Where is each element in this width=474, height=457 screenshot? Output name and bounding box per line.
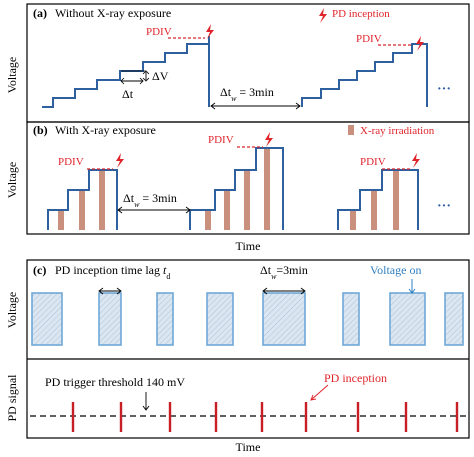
tw-label-a: Δtw = 3min <box>220 85 274 103</box>
pd-inception-legend-icon <box>319 8 327 23</box>
panel-a-ylabel: Voltage <box>5 57 19 93</box>
panel-c-label: (c) <box>33 263 46 277</box>
voltage-pulse <box>262 292 306 346</box>
tw-arrowheads-c <box>262 287 306 295</box>
voltage-pulse <box>389 292 426 346</box>
lightning-icon <box>416 36 424 51</box>
panel-b-frame <box>26 121 470 235</box>
xray-bar <box>350 210 356 230</box>
lightning-icon <box>412 153 420 168</box>
voltage-on-arrowhead <box>408 288 416 294</box>
pdiv-label-b2: PDIV <box>208 134 234 146</box>
pd-inception-label: PD inception <box>324 371 387 385</box>
voltage-pulse <box>156 292 174 346</box>
pd-inception-arrowhead <box>310 394 317 401</box>
ellipsis-a: ··· <box>437 82 451 97</box>
voltage-pulse <box>444 292 464 346</box>
panel-b-title: With X-ray exposure <box>55 123 156 137</box>
lightning-icon <box>206 24 214 39</box>
lag-label: PD inception time lag td <box>55 263 170 281</box>
pdiv-label-a1: PDIV <box>146 26 172 38</box>
delta-t-label: Δt <box>122 87 134 101</box>
pd-inception-arrow <box>310 384 329 401</box>
panel-c-ylabel-voltage: Voltage <box>5 292 19 328</box>
xray-bar <box>264 148 270 230</box>
panel-b-xlabel: Time <box>236 239 261 253</box>
threshold-arrowhead <box>142 405 150 411</box>
pdiv-label-b1: PDIV <box>58 156 84 168</box>
panel-a: (a) Without X-ray exposure Voltage PD in… <box>5 3 470 123</box>
panel-c: (c) PD inception time lag td Δtw=3min Vo… <box>5 259 470 439</box>
ellipsis-b: ··· <box>437 199 451 214</box>
pd-signal-lines <box>71 402 459 432</box>
threshold-label: PD trigger threshold 140 mV <box>45 375 185 389</box>
tw-label-b: Δtw = 3min <box>123 191 177 209</box>
xray-legend-swatch <box>348 125 354 135</box>
staircase-b3 <box>337 169 419 230</box>
xray-bar <box>205 210 211 230</box>
pdiv-label-b3: PDIV <box>360 156 386 168</box>
lightning-icon <box>116 153 124 168</box>
panel-b-ylabel: Voltage <box>5 162 19 198</box>
panel-c-xlabel: Time <box>236 440 261 454</box>
panel-a-frame <box>26 3 470 123</box>
panel-b: (b) With X-ray exposure X-ray irradiatio… <box>5 121 470 235</box>
tw-label-c: Δtw=3min <box>260 263 308 281</box>
pd-inception-legend-label: PD inception <box>332 8 390 20</box>
lightning-icon <box>265 132 273 147</box>
xray-bar <box>371 190 377 230</box>
panel-c-frame <box>26 259 470 439</box>
tw-arrowheads-b <box>117 206 191 214</box>
xray-legend-label: X-ray irradiation <box>360 125 435 137</box>
pdiv-label-a2: PDIV <box>356 33 382 45</box>
delta-v-label: ΔV <box>152 69 169 83</box>
tw-arrowheads-a <box>210 102 301 110</box>
voltage-pulse <box>31 292 63 346</box>
xray-bar <box>224 190 230 230</box>
voltage-on-label: Voltage on <box>370 263 421 277</box>
voltage-pulse <box>342 292 360 346</box>
xray-bar <box>79 190 85 230</box>
staircase-b1 <box>47 169 118 230</box>
panel-a-title: Without X-ray exposure <box>55 6 171 20</box>
panel-b-label: (b) <box>33 123 48 137</box>
voltage-pulses <box>31 292 464 346</box>
xray-bar <box>99 170 105 230</box>
staircase-b2 <box>189 147 284 230</box>
xray-bar <box>393 170 399 230</box>
lag-arrowheads <box>98 287 122 295</box>
dv-arrowheads <box>142 70 150 82</box>
panel-a-label: (a) <box>33 6 47 20</box>
xray-bar <box>244 170 250 230</box>
xray-bar <box>58 210 64 230</box>
panel-c-ylabel-pd: PD signal <box>5 374 19 422</box>
voltage-pulse <box>98 292 122 346</box>
voltage-pulse <box>206 292 234 346</box>
staircase-a2 <box>301 43 428 107</box>
dt-arrowheads <box>120 77 144 85</box>
